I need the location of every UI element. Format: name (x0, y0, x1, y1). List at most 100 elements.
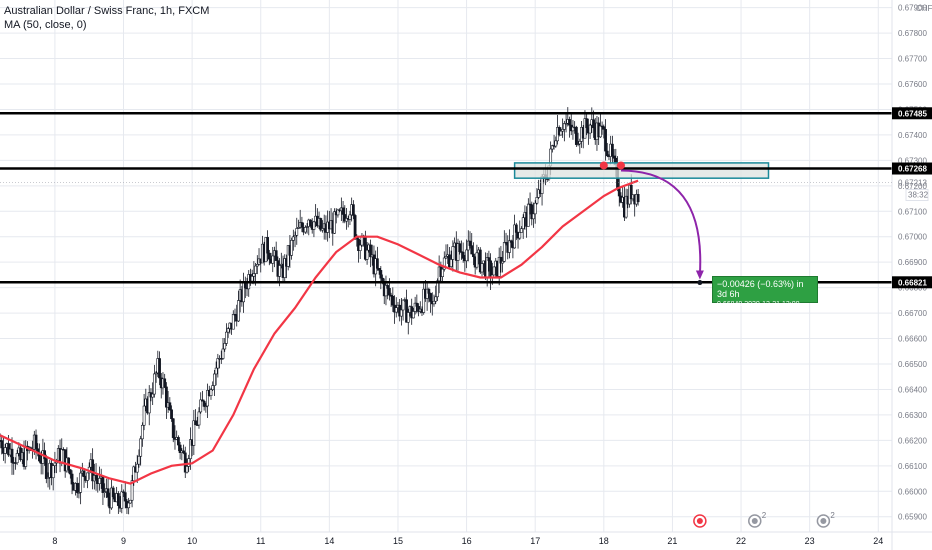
candle-body (436, 280, 439, 298)
price-tick-label: 0.66400 (898, 385, 927, 394)
candle-body (353, 215, 357, 239)
candle-body (171, 418, 175, 438)
candle-body (399, 309, 403, 317)
candle-body (559, 130, 563, 136)
candle-body (274, 250, 278, 261)
time-tick-label: 22 (736, 536, 746, 546)
candle-body (252, 273, 256, 277)
candle-body (120, 491, 124, 509)
candle-body (0, 440, 4, 449)
price-level-tag-bg (892, 162, 932, 175)
price-tick-label: 0.66500 (898, 360, 927, 369)
candle-body (475, 252, 479, 268)
candle-body (456, 243, 460, 261)
candle-body (79, 472, 83, 493)
candle-body (602, 126, 606, 130)
candle-body (571, 126, 575, 132)
candle-body (283, 258, 287, 278)
candle-body (209, 389, 213, 396)
candle-body (82, 470, 86, 477)
candle-body (111, 487, 115, 498)
candle-body (137, 455, 141, 465)
candle-body (442, 257, 446, 270)
candle-body (391, 295, 395, 306)
candle-body (297, 227, 300, 229)
price-tick-label: 0.65900 (898, 513, 927, 522)
candle-body (509, 240, 513, 243)
time-tick-label: 8 (52, 536, 57, 546)
candle-body (497, 256, 501, 277)
candle-body (75, 483, 79, 493)
candle-body (15, 453, 19, 464)
candle-body (291, 236, 295, 241)
candle-body (441, 268, 444, 277)
event-badge-dot (696, 518, 703, 524)
time-tick-label: 9 (121, 536, 126, 546)
price-tick-label: 0.66700 (898, 309, 927, 318)
price-level-tag: 0.67485 (898, 109, 927, 118)
candle-body (158, 358, 161, 379)
candle-body (51, 465, 55, 479)
candle-body (427, 288, 431, 294)
projection-arrow (620, 169, 702, 275)
time-tick-label: 15 (393, 536, 403, 546)
candle-body (513, 224, 517, 249)
projection-label: −0.00426 (−0.63%) in 3d 6h 0.66840 2020-… (712, 276, 818, 308)
candle-body (202, 400, 206, 407)
candle-body (369, 244, 372, 258)
candle-body (478, 249, 482, 273)
candle-body (351, 204, 355, 216)
candle-body (588, 124, 592, 134)
candle-body (91, 459, 95, 482)
candle-body (223, 343, 227, 350)
candle-body (250, 276, 254, 282)
candle-body (185, 466, 189, 473)
candle-body (94, 475, 98, 480)
price-tick-label: 0.66900 (898, 258, 927, 267)
price-tick-label: 0.67600 (898, 80, 927, 89)
candle-body (343, 214, 347, 222)
time-tick-label: 14 (324, 536, 334, 546)
time-tick-label: 10 (187, 536, 197, 546)
candle-body (182, 450, 185, 454)
candle-body (472, 253, 475, 258)
candle-body (213, 373, 216, 386)
price-tick-label: 0.67200 (898, 182, 927, 191)
candle-body (98, 478, 101, 484)
candle-body (101, 476, 105, 493)
event-badge-dot (820, 518, 827, 524)
candle-body (3, 447, 7, 454)
time-tick-label: 11 (256, 536, 265, 546)
candle-body (444, 256, 448, 259)
candle-body (106, 488, 110, 498)
candle-body (199, 399, 203, 413)
candle-body (303, 227, 307, 233)
countdown-label: 38:32 (908, 191, 929, 200)
candle-body (255, 264, 259, 267)
candle-body (278, 265, 282, 277)
candle-body (321, 228, 324, 231)
candle-body (470, 245, 474, 255)
candle-body (487, 257, 491, 262)
candle-body (135, 463, 139, 473)
candle-body (348, 214, 352, 220)
candle-body (401, 299, 405, 311)
candle-body (345, 218, 348, 222)
candle-body (526, 203, 530, 227)
candle-body (333, 211, 336, 234)
candle-body (312, 221, 316, 230)
price-tick-label: 0.67400 (898, 131, 927, 140)
event-badge-count: 2 (762, 511, 767, 520)
candle-body (432, 300, 436, 305)
candle-body (211, 385, 215, 390)
price-level-tag: 0.66821 (898, 278, 927, 287)
candle-body (103, 491, 107, 493)
chart-legend: Australian Dollar / Swiss Franc, 1h, FXC… (4, 4, 209, 32)
candle-body (530, 204, 534, 220)
time-tick-label: 16 (462, 536, 472, 546)
projection-arrowhead (695, 270, 704, 280)
candle-body (389, 294, 393, 297)
candle-body (550, 145, 554, 150)
